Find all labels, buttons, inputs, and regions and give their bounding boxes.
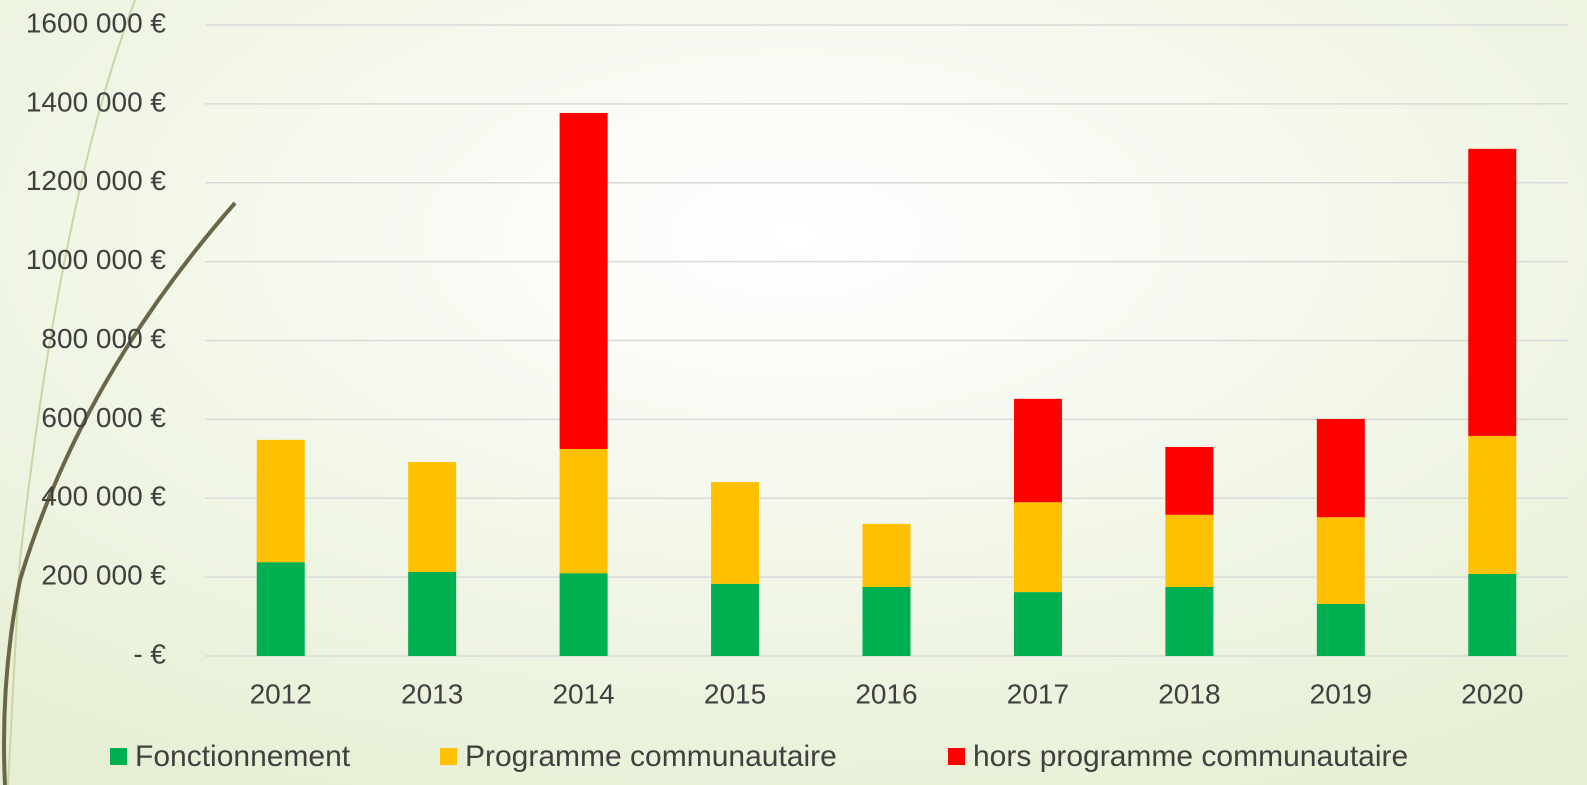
bar-segment [1165, 586, 1214, 656]
bar-segment [711, 482, 760, 584]
bar-segment [559, 448, 608, 574]
y-tick-label: 1200 000 € [26, 165, 167, 196]
bar-segment [1013, 592, 1062, 656]
y-tick-label: 1000 000 € [26, 244, 167, 275]
bar-segment [1468, 573, 1517, 656]
bar-segment [1316, 418, 1365, 518]
bar-segment [559, 112, 608, 449]
y-tick-label: - € [133, 638, 166, 669]
bar-segment [256, 562, 305, 656]
decoration [7, 0, 136, 785]
legend-label: Programme communautaire [465, 740, 837, 773]
y-tick-label: 1400 000 € [26, 86, 167, 117]
bar-segment [1468, 148, 1517, 436]
bar-segment [1165, 446, 1214, 515]
x-tick-label: 2019 [1310, 678, 1372, 709]
y-tick-label: 800 000 € [41, 323, 166, 354]
bar-segment [1013, 398, 1062, 503]
legend-label: Fonctionnement [135, 740, 351, 773]
legend-label: hors programme communautaire [973, 740, 1408, 773]
bar-segment [862, 586, 911, 656]
bar-segment [1165, 514, 1214, 587]
x-tick-label: 2018 [1158, 678, 1220, 709]
x-tick-label: 2020 [1461, 678, 1523, 709]
y-tick-label: 600 000 € [41, 402, 166, 433]
x-tick-label: 2015 [704, 678, 766, 709]
legend-swatch [110, 748, 127, 765]
y-tick-label: 400 000 € [41, 481, 166, 512]
bar-segment [408, 461, 457, 572]
bar-segment [1013, 502, 1062, 593]
bar-segment [559, 573, 608, 656]
bar-segment [1316, 517, 1365, 604]
y-tick-label: 200 000 € [41, 560, 166, 591]
bar-segment [711, 583, 760, 656]
x-tick-label: 2012 [250, 678, 312, 709]
x-tick-label: 2013 [401, 678, 463, 709]
y-tick-label: 1600 000 € [26, 7, 167, 38]
bar-segment [1468, 435, 1517, 574]
x-tick-label: 2016 [855, 678, 917, 709]
bar-segment [408, 571, 457, 656]
legend-swatch [440, 748, 457, 765]
decoration [2, 201, 237, 785]
x-tick-label: 2014 [552, 678, 614, 709]
legend-swatch [948, 748, 965, 765]
bar-segment [1316, 603, 1365, 656]
bar-segment [256, 439, 305, 563]
x-tick-label: 2017 [1007, 678, 1069, 709]
bar-segment [862, 523, 911, 587]
